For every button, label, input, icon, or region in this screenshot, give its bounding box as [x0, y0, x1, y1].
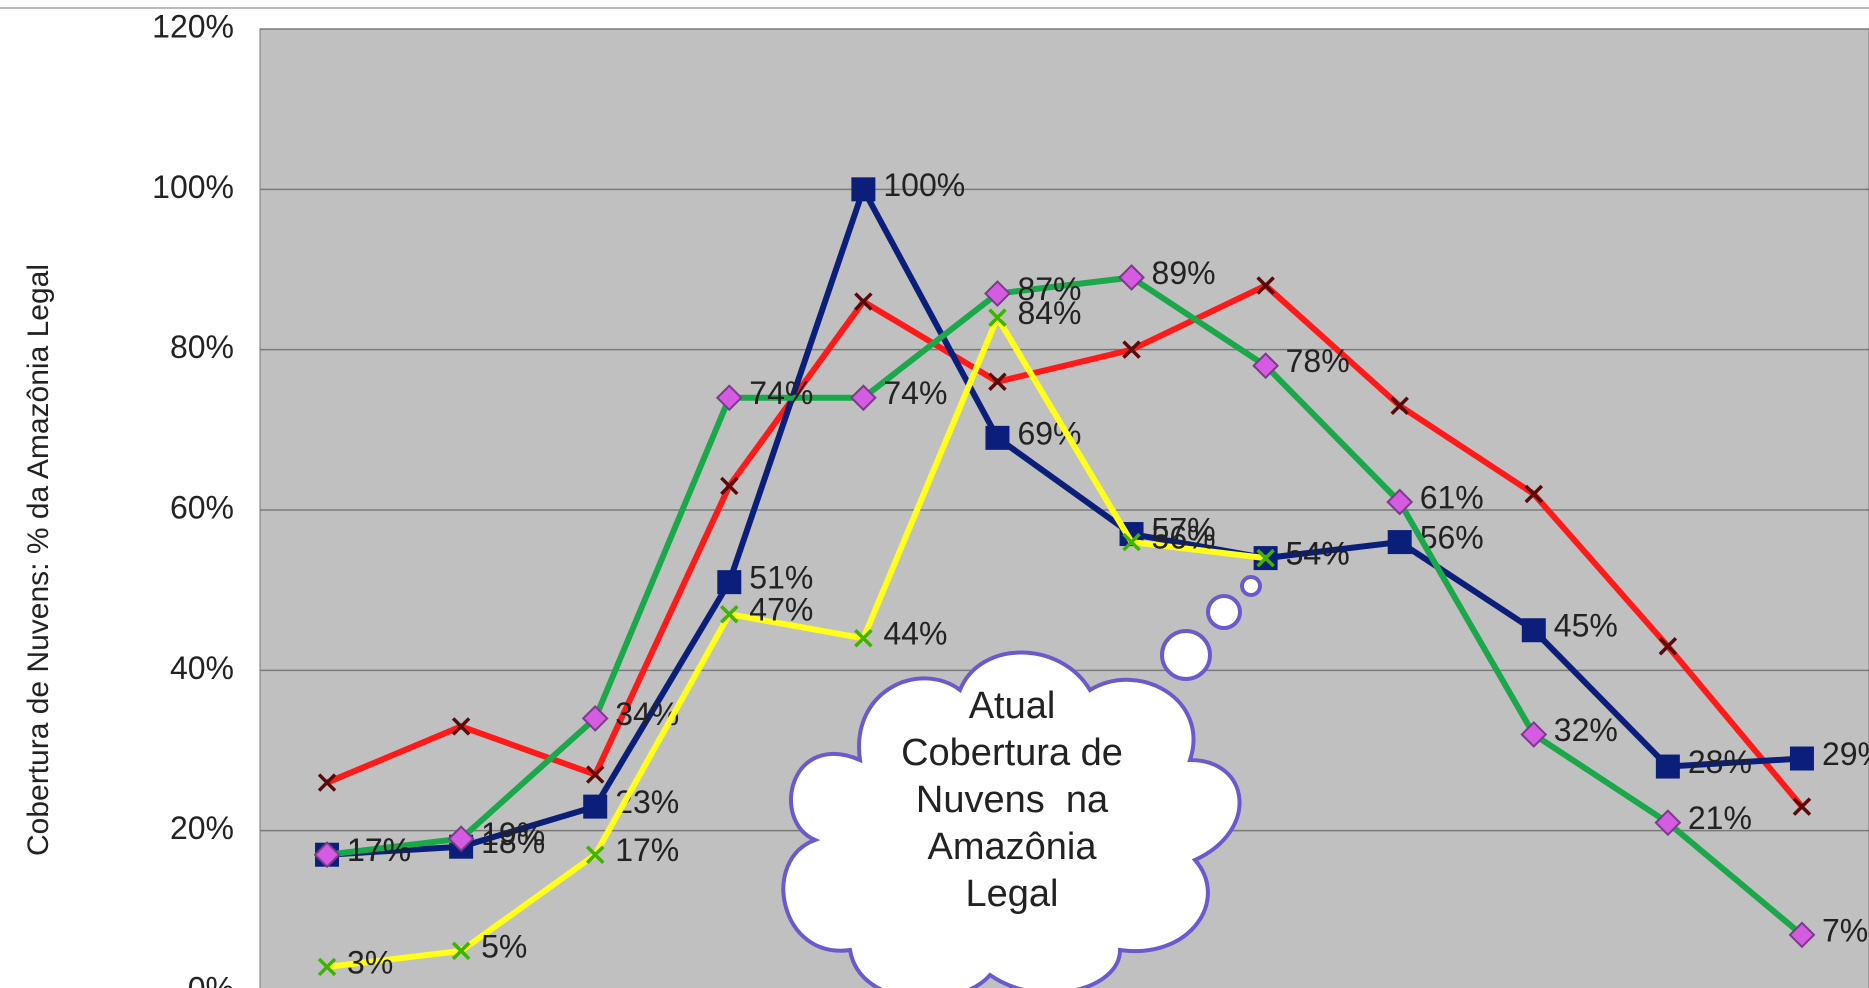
y-axis-label: Cobertura de Nuvens: % da Amazônia Legal — [22, 264, 55, 856]
data-label: 29% — [1822, 736, 1869, 772]
data-label: 7% — [1822, 912, 1868, 948]
data-label: 45% — [1554, 608, 1618, 644]
data-label: 21% — [1688, 800, 1752, 836]
data-label: 61% — [1420, 479, 1484, 515]
data-label: 56% — [1152, 520, 1216, 556]
data-label: 3% — [347, 944, 393, 980]
callout-line: Amazônia — [928, 826, 1098, 868]
callout-line: Cobertura de — [901, 732, 1123, 774]
data-label: 17% — [615, 832, 679, 868]
thought-bubble — [1208, 596, 1240, 628]
marker — [717, 570, 741, 594]
data-label: 84% — [1017, 295, 1081, 331]
data-label: 74% — [883, 375, 947, 411]
data-label: 47% — [749, 592, 813, 628]
marker — [1790, 747, 1814, 771]
y-tick-label: 0% — [188, 970, 234, 988]
marker — [851, 177, 875, 201]
thought-bubble — [1242, 577, 1260, 595]
callout-line: Nuvens na — [916, 779, 1109, 821]
y-tick-label: 40% — [170, 650, 234, 686]
data-label: 51% — [749, 560, 813, 596]
data-label: 54% — [1286, 536, 1350, 572]
y-tick-label: 20% — [170, 810, 234, 846]
marker — [1522, 618, 1546, 642]
y-tick-label: 120% — [152, 8, 234, 44]
data-label: 100% — [883, 167, 965, 203]
y-tick-label: 100% — [152, 169, 234, 205]
y-tick-label: 80% — [170, 329, 234, 365]
callout-line: Legal — [966, 873, 1059, 915]
marker — [985, 426, 1009, 450]
data-label: 44% — [883, 616, 947, 652]
data-label: 89% — [1152, 255, 1216, 291]
marker — [1388, 530, 1412, 554]
data-label: 74% — [749, 375, 813, 411]
marker — [583, 795, 607, 819]
chart: Cobertura de Nuvens: % da Amazônia Legal… — [0, 0, 1869, 988]
thought-bubble — [1162, 631, 1210, 679]
data-label: 28% — [1688, 744, 1752, 780]
y-tick-label: 60% — [170, 489, 234, 525]
marker — [1656, 755, 1680, 779]
data-label: 78% — [1286, 343, 1350, 379]
callout-line: Atual — [969, 685, 1056, 727]
data-label: 32% — [1554, 712, 1618, 748]
data-label: 5% — [481, 928, 527, 964]
data-label: 17% — [347, 832, 411, 868]
data-label: 19% — [481, 816, 545, 852]
